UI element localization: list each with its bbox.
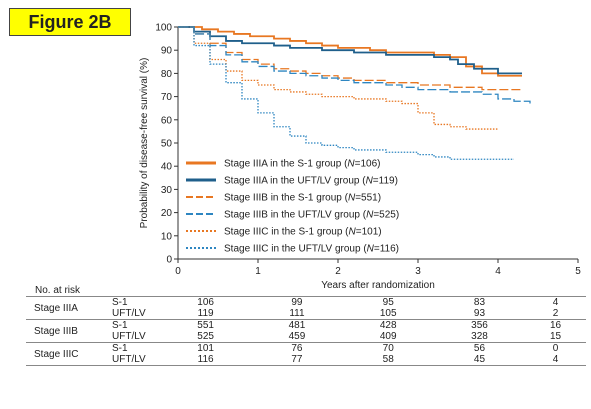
y-tick-label: 90: [161, 46, 173, 57]
x-tick-label: 4: [495, 266, 501, 277]
table-row: UFT/LV 525 459 409 328 15: [26, 331, 586, 343]
risk-count: 525: [197, 331, 214, 342]
table-row: Stage IIIA S-1 106 99 95 83 4: [26, 297, 586, 313]
series-line-4: [178, 26, 531, 104]
series-line-1: [178, 26, 522, 77]
risk-count: 428: [379, 320, 397, 331]
x-tick-label: 1: [255, 266, 261, 277]
stage-label: Stage IIIA: [34, 302, 78, 314]
risk-group-stage-iiia: Stage IIIA S-1 106 99 95 83 4 UFT/LV 119…: [26, 296, 586, 320]
group-label: UFT/LV: [112, 331, 146, 342]
risk-count: 106: [197, 297, 214, 308]
x-tick-label: 5: [575, 266, 581, 277]
y-tick-label: 30: [161, 185, 173, 196]
x-tick-label: 2: [335, 266, 341, 277]
survival-chart: 0 10 20 30 40 50 60 70 80 90 100 0 1 2 3 4 5 Years after …: [139, 23, 581, 292]
risk-count: 2: [552, 308, 559, 319]
stage-label: Stage IIIC: [34, 348, 79, 360]
risk-count: 459: [288, 331, 306, 342]
risk-group-stage-iiic: Stage IIIC S-1 101 76 70 56 0 UFT/LV 116…: [26, 342, 586, 366]
y-tick-label: 0: [166, 255, 172, 266]
y-tick-label: 60: [161, 115, 173, 126]
group-label: S-1: [112, 320, 128, 331]
x-tick-label: 3: [415, 266, 421, 277]
legend-label: Stage IIIA in the S-1 group (N=106): [224, 159, 381, 170]
risk-count: 15: [550, 331, 562, 342]
y-tick-label: 20: [161, 208, 173, 219]
risk-count: 56: [473, 343, 486, 354]
group-label: UFT/LV: [112, 354, 146, 365]
risk-table-title: No. at risk: [35, 285, 81, 296]
x-tick-label: 0: [175, 266, 181, 277]
y-tick-label: 100: [155, 23, 172, 34]
risk-count: 111: [289, 308, 305, 319]
series-line-3: [178, 26, 522, 91]
legend-label: Stage IIIC in the S-1 group (N=101): [224, 227, 382, 238]
figure-label: Figure 2B: [9, 8, 131, 36]
table-row: UFT/LV 116 77 58 45 4: [26, 354, 586, 366]
y-tick-label: 50: [161, 139, 173, 150]
risk-count: 16: [550, 320, 562, 331]
series-line-6: [178, 26, 514, 160]
series-line-2: [178, 26, 522, 75]
y-axis-title: Probability of disease-free survival (%): [139, 58, 150, 229]
risk-count: 0: [552, 343, 559, 354]
series-line-5: [178, 26, 498, 130]
group-label: S-1: [112, 343, 128, 354]
risk-count: 409: [379, 331, 397, 342]
stage-label: Stage IIIB: [34, 325, 78, 337]
legend-label: Stage IIIB in the S-1 group (N=551): [224, 193, 381, 204]
legend-label: Stage IIIC in the UFT/LV group (N=116): [224, 244, 399, 255]
risk-count: 356: [471, 320, 488, 331]
risk-count: 93: [473, 308, 486, 319]
y-tick-label: 70: [161, 92, 173, 103]
y-tick-label: 10: [161, 231, 173, 242]
risk-count: 119: [197, 308, 214, 319]
risk-count: 551: [197, 320, 214, 331]
table-row: Stage IIIB S-1 551 481 428 356 16: [26, 320, 586, 336]
y-tick-label: 40: [161, 162, 173, 173]
risk-count: 116: [197, 354, 214, 365]
legend-label: Stage IIIA in the UFT/LV group (N=119): [224, 176, 398, 187]
risk-table: Stage IIIA S-1 106 99 95 83 4 UFT/LV 119…: [26, 296, 586, 366]
risk-count: 76: [291, 343, 303, 354]
risk-count: 481: [288, 320, 306, 331]
group-label: UFT/LV: [112, 308, 146, 319]
risk-count: 4: [552, 297, 559, 308]
risk-count: 4: [552, 354, 559, 365]
risk-count: 83: [473, 297, 486, 308]
legend-label: Stage IIIB in the UFT/LV group (N=525): [224, 210, 399, 221]
risk-count: 77: [291, 354, 303, 365]
risk-group-stage-iiib: Stage IIIB S-1 551 481 428 356 16 UFT/LV…: [26, 319, 586, 343]
table-row: Stage IIIC S-1 101 76 70 56 0: [26, 343, 586, 359]
risk-count: 105: [379, 308, 397, 319]
risk-count: 58: [382, 354, 394, 365]
table-row: UFT/LV 119 111 105 93 2: [26, 308, 586, 320]
risk-count: 99: [291, 297, 303, 308]
y-tick-label: 80: [161, 69, 173, 80]
risk-count: 70: [382, 343, 394, 354]
risk-count: 328: [471, 331, 488, 342]
risk-count: 45: [473, 354, 486, 365]
x-axis-title: Years after randomization: [321, 280, 435, 291]
risk-count: 95: [382, 297, 394, 308]
risk-count: 101: [197, 343, 214, 354]
group-label: S-1: [112, 297, 128, 308]
